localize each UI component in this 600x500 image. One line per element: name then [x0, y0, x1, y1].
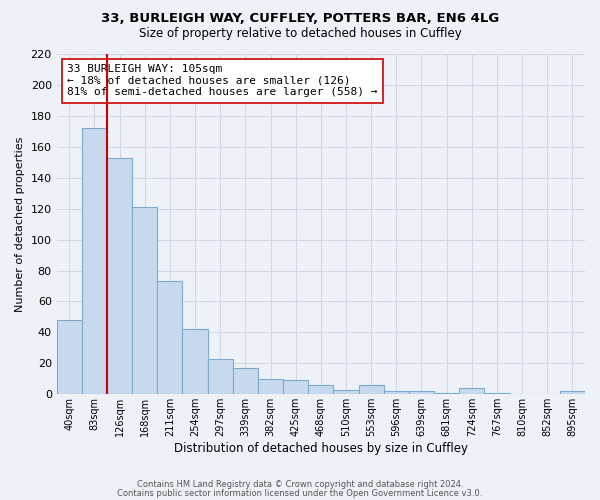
Text: Contains HM Land Registry data © Crown copyright and database right 2024.: Contains HM Land Registry data © Crown c… [137, 480, 463, 489]
Text: Contains public sector information licensed under the Open Government Licence v3: Contains public sector information licen… [118, 488, 482, 498]
Bar [56, 320, 82, 394]
Bar [308, 385, 334, 394]
Bar [208, 358, 233, 394]
Text: 33, BURLEIGH WAY, CUFFLEY, POTTERS BAR, EN6 4LG: 33, BURLEIGH WAY, CUFFLEY, POTTERS BAR, … [101, 12, 499, 26]
Y-axis label: Number of detached properties: Number of detached properties [15, 136, 25, 312]
Bar [82, 128, 107, 394]
Bar [233, 368, 258, 394]
Text: 33 BURLEIGH WAY: 105sqm
← 18% of detached houses are smaller (126)
81% of semi-d: 33 BURLEIGH WAY: 105sqm ← 18% of detache… [67, 64, 378, 98]
Bar [258, 379, 283, 394]
Bar [132, 207, 157, 394]
Bar [409, 391, 434, 394]
Bar [107, 158, 132, 394]
Bar [182, 330, 208, 394]
Bar [560, 391, 585, 394]
Bar [157, 282, 182, 395]
Bar [359, 385, 384, 394]
Bar [384, 391, 409, 394]
X-axis label: Distribution of detached houses by size in Cuffley: Distribution of detached houses by size … [174, 442, 468, 455]
Bar [283, 380, 308, 394]
Bar [459, 388, 484, 394]
Bar [434, 392, 459, 394]
Bar [484, 392, 509, 394]
Text: Size of property relative to detached houses in Cuffley: Size of property relative to detached ho… [139, 28, 461, 40]
Bar [334, 390, 359, 394]
